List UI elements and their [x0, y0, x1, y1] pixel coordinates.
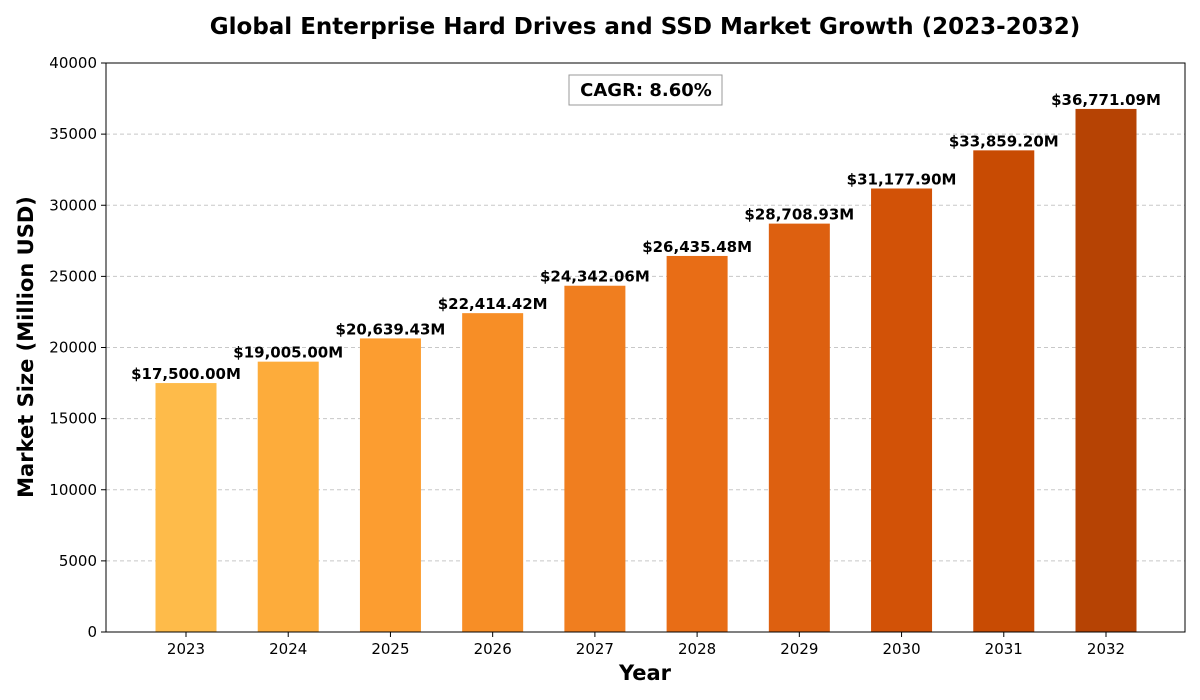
x-tick-label: 2030	[882, 640, 920, 658]
bar	[155, 383, 217, 632]
bar-value-label: $28,708.93M	[744, 206, 854, 224]
x-tick-label: 2026	[474, 640, 512, 658]
x-tick-label: 2029	[780, 640, 818, 658]
bar	[359, 338, 421, 632]
x-tick-label: 2027	[576, 640, 614, 658]
y-tick-label: 35000	[49, 125, 97, 143]
y-axis-ticks: 0 5000 10000 15000 20000 25000 30000 35000 40000	[49, 54, 106, 641]
bar-value-label: $26,435.48M	[642, 238, 752, 256]
bar-value-label: $31,177.90M	[847, 170, 957, 188]
x-tick-label: 2032	[1087, 640, 1125, 658]
bar	[1075, 108, 1137, 632]
y-tick-label: 40000	[49, 54, 97, 72]
bar-value-label: $24,342.06M	[540, 268, 650, 286]
x-axis-ticks: 2023 2024 2025 2026 2027 2028 2029 2030 2031 2032	[167, 632, 1125, 658]
y-tick-label: 25000	[49, 267, 97, 285]
bar	[768, 223, 830, 632]
bar-value-label: $22,414.42M	[438, 295, 548, 313]
bar-value-label: $36,771.09M	[1051, 91, 1161, 109]
chart-title: Global Enterprise Hard Drives and SSD Ma…	[210, 14, 1080, 40]
bar	[462, 313, 524, 632]
bar	[564, 285, 626, 632]
bar-value-label: $20,639.43M	[336, 320, 446, 338]
bar-value-label: $17,500.00M	[131, 365, 241, 383]
y-tick-label: 30000	[49, 196, 97, 214]
data-labels: $17,500.00M $19,005.00M $20,639.43M $22,414…	[131, 91, 1161, 383]
x-tick-label: 2028	[678, 640, 716, 658]
bar	[871, 188, 933, 632]
bar	[666, 255, 728, 632]
bars	[155, 108, 1137, 632]
x-axis-label: Year	[618, 661, 672, 685]
bar-value-label: $33,859.20M	[949, 132, 1059, 150]
x-tick-label: 2031	[985, 640, 1023, 658]
x-tick-label: 2025	[371, 640, 409, 658]
bar-value-label: $19,005.00M	[233, 344, 343, 362]
y-tick-label: 20000	[49, 339, 97, 357]
y-tick-label: 5000	[59, 552, 97, 570]
y-tick-label: 0	[87, 623, 97, 641]
x-tick-label: 2024	[269, 640, 307, 658]
y-tick-label: 10000	[49, 481, 97, 499]
x-tick-label: 2023	[167, 640, 205, 658]
y-axis-label: Market Size (Million USD)	[14, 196, 38, 498]
cagr-annotation-text: CAGR: 8.60%	[580, 80, 712, 101]
cagr-annotation: CAGR: 8.60%	[568, 74, 723, 106]
bar	[973, 150, 1035, 632]
cagr-annotation-box	[568, 74, 723, 106]
y-tick-label: 15000	[49, 410, 97, 428]
bar	[257, 361, 319, 632]
